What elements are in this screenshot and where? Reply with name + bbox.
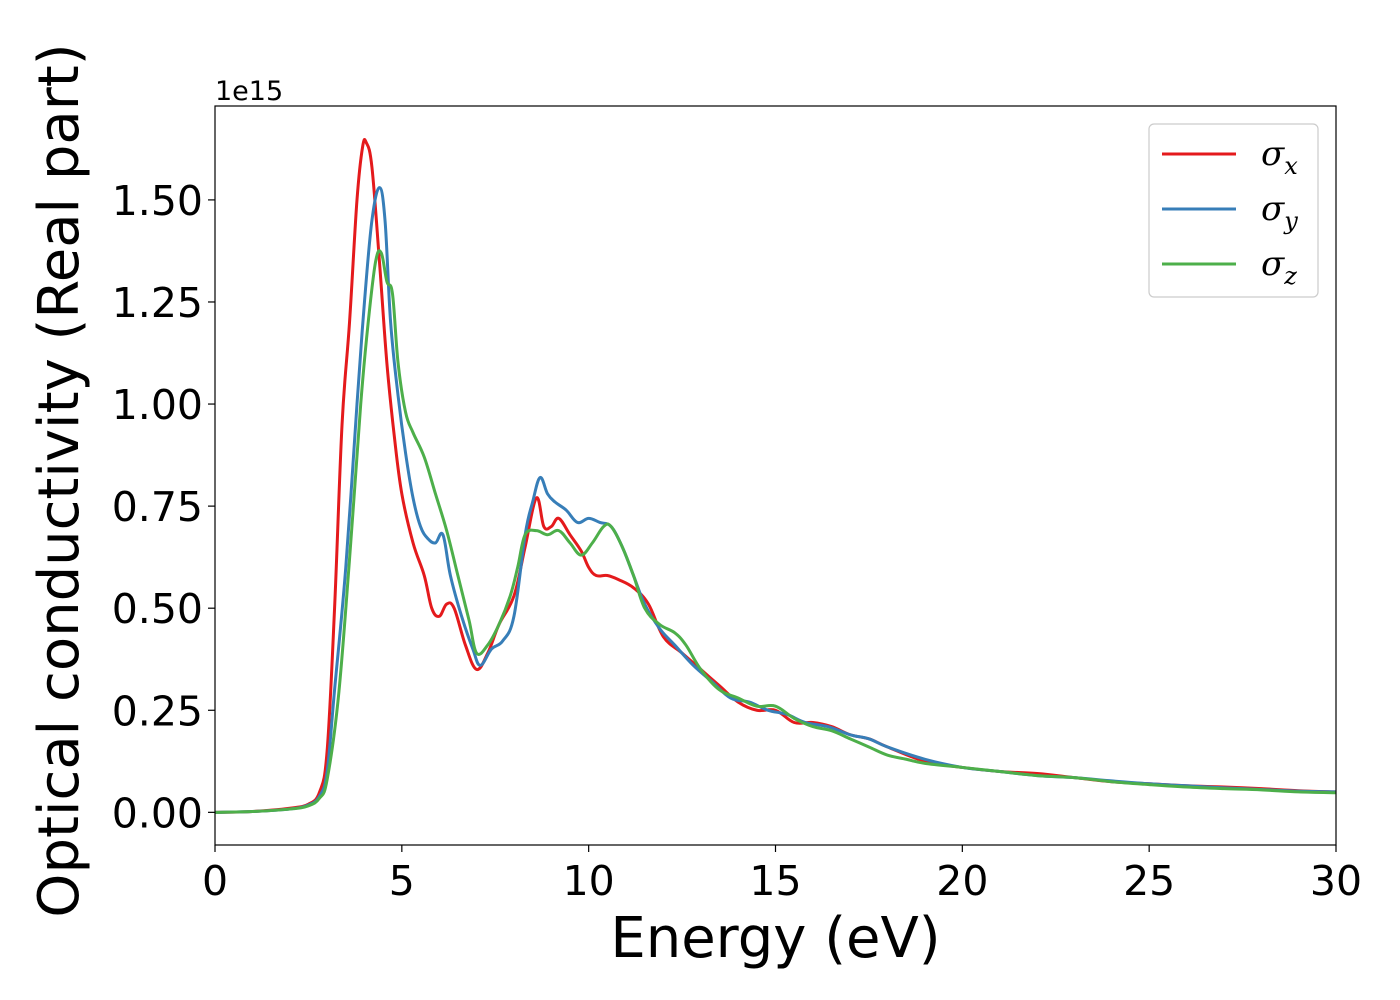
legend-subscript: y	[1283, 207, 1298, 235]
x-tick-label: 25	[1123, 857, 1175, 905]
legend-label-x: σx	[1261, 134, 1298, 180]
x-tick-label: 10	[563, 857, 615, 905]
series-line-z	[215, 249, 1336, 814]
y-tick-label: 0.00	[112, 789, 203, 837]
y-tick-label: 0.25	[112, 687, 203, 735]
y-tick-label: 1.50	[112, 177, 203, 225]
legend-label-z: σz	[1261, 244, 1297, 290]
legend-subscript: x	[1284, 152, 1298, 180]
x-tick-label: 15	[749, 857, 801, 905]
y-tick-label: 1.00	[112, 381, 203, 429]
series-line-x	[215, 138, 1336, 814]
legend-symbol: σ	[1261, 244, 1285, 284]
y-axis-label: Optical conductivity (Real part)	[27, 43, 92, 917]
series-line-y	[215, 186, 1336, 814]
legend-symbol: σ	[1261, 189, 1285, 229]
y-tick-label: 0.50	[112, 585, 203, 633]
x-tick-label: 5	[389, 857, 415, 905]
y-tick-label: 1.25	[112, 279, 203, 327]
y-axis-ticks: 0.00 0.25 0.50 0.75 1.00 1.25 1.50	[112, 177, 215, 837]
y-axis-offset-text: 1e15	[215, 76, 283, 107]
x-tick-label: 30	[1310, 857, 1362, 905]
series-group	[215, 138, 1336, 814]
x-axis-ticks: 0 5 10 15 20 25 30	[202, 845, 1362, 905]
legend-symbol: σ	[1261, 134, 1285, 174]
x-axis-label: Energy (eV)	[610, 906, 940, 971]
y-tick-label: 0.75	[112, 483, 203, 531]
legend-subscript: z	[1283, 262, 1297, 290]
x-tick-label: 0	[202, 857, 228, 905]
legend-label-y: σy	[1261, 189, 1298, 235]
x-tick-label: 20	[936, 857, 988, 905]
